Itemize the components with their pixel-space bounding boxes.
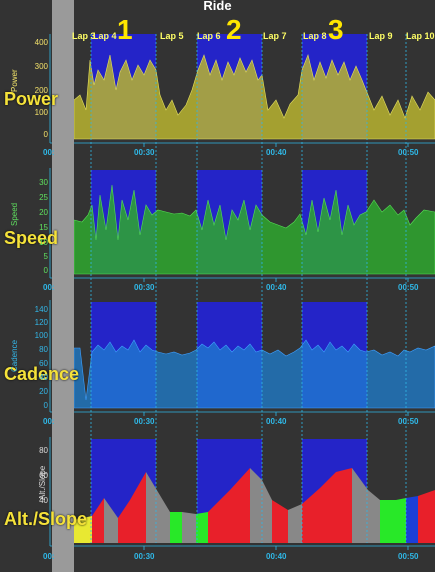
y-tick: 100 (34, 331, 48, 340)
x-tick-label: 00:40 (266, 552, 287, 561)
x-tick-label: 00:50 (398, 552, 419, 561)
y-tick: 100 (34, 108, 48, 117)
alt-slope-label: Alt./Slope (4, 509, 88, 529)
y-tick: 60 (39, 359, 48, 368)
y-tick: 25 (39, 193, 48, 202)
x-tick-label: 00: (43, 552, 55, 561)
x-tick-label: 00:30 (134, 552, 155, 561)
lap-label: Lap 5 (160, 31, 184, 41)
cadence-axis-title: Cadence (10, 339, 19, 372)
lap-label: Lap 9 (369, 31, 393, 41)
cadence-label: Cadence (4, 364, 80, 384)
altitude-slope-series (74, 468, 435, 543)
lap-number: 1 (117, 14, 133, 45)
lap-label: Lap 4 (93, 31, 117, 41)
y-tick: 60 (39, 471, 48, 480)
speed-label: Speed (4, 228, 59, 248)
speed-series (73, 184, 435, 275)
lap-label: Lap 7 (263, 31, 287, 41)
x-tick-label: 00:50 (398, 417, 419, 426)
x-ticks (143, 143, 409, 550)
scroll-handle[interactable] (52, 0, 74, 572)
speed-axis-title: Speed (10, 202, 19, 226)
lap-label: Lap 8 (303, 31, 327, 41)
y-tick: 10 (39, 238, 48, 247)
y-tick: 80 (39, 446, 48, 455)
x-tick-label: 00:40 (266, 283, 287, 292)
y-tick: 200 (34, 86, 48, 95)
lap-label: Lap 10 (406, 31, 435, 41)
power-axis-title: Power (10, 69, 19, 92)
y-tick: 400 (34, 38, 48, 47)
y-tick: 80 (39, 345, 48, 354)
x-tick-label: 00: (43, 417, 55, 426)
y-tick: 20 (39, 208, 48, 217)
y-tick: 5 (43, 252, 48, 261)
lap-separators (90, 34, 407, 543)
lap-number: 3 (328, 14, 344, 45)
x-tick-label: 00:30 (134, 283, 155, 292)
y-tick: 40 (39, 373, 48, 382)
x-tick-label: 00:50 (398, 283, 419, 292)
power-overlay (91, 34, 156, 139)
lap-number: 2 (226, 14, 242, 45)
chart-title: Ride (203, 0, 232, 13)
x-tick-label: 00:40 (266, 417, 287, 426)
power-series (73, 54, 435, 140)
lap-label: Lap 3 (72, 31, 96, 41)
y-tick: 30 (39, 178, 48, 187)
x-tick-label: 00:30 (134, 417, 155, 426)
lap-label: Lap 6 (197, 31, 221, 41)
axis-lines (49, 34, 435, 547)
y-tick: 300 (34, 62, 48, 71)
x-tick-label: 00:40 (266, 148, 287, 157)
y-tick: 40 (39, 496, 48, 505)
y-tick: 120 (34, 318, 48, 327)
y-tick: 0 (43, 130, 48, 139)
x-tick-label: 00: (43, 283, 55, 292)
x-tick-label: 00: (43, 148, 55, 157)
x-tick-label: 00:30 (134, 148, 155, 157)
y-tick: 20 (39, 387, 48, 396)
y-tick: 140 (34, 305, 48, 314)
x-tick-label: 00:50 (398, 148, 419, 157)
cadence-series (73, 339, 435, 409)
power-label: Power (4, 89, 59, 109)
y-tick: 0 (43, 266, 48, 275)
y-tick: 0 (43, 401, 48, 410)
y-tick: 15 (39, 223, 48, 232)
